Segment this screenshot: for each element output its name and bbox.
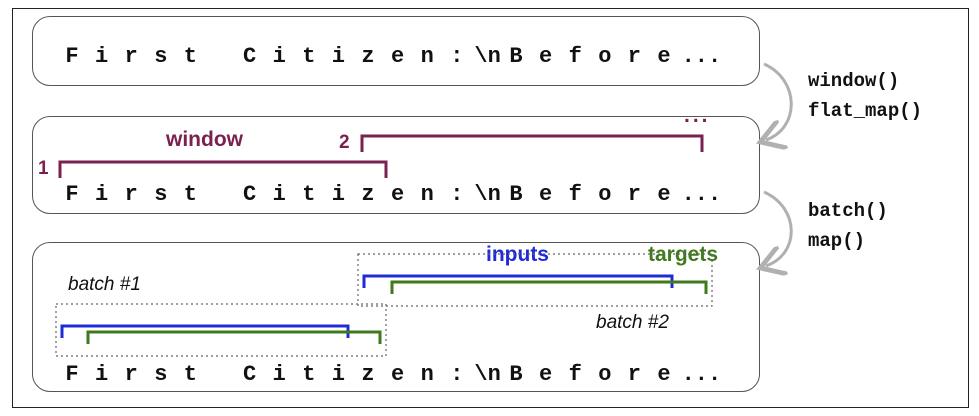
- sequence-token: t: [183, 44, 197, 69]
- sequence-token: n: [420, 44, 434, 69]
- batch-panel: [32, 242, 760, 392]
- sequence-token: e: [390, 362, 405, 387]
- sequence-token: \n: [474, 182, 501, 207]
- sequence-token: i: [331, 362, 345, 387]
- sequence-token: i: [94, 44, 109, 69]
- figure-frame: [12, 8, 969, 408]
- sequence-token: s: [154, 362, 168, 387]
- op-window: window(): [808, 70, 900, 92]
- sequence-token: i: [272, 44, 286, 69]
- sequence-token: ...: [681, 362, 722, 387]
- sequence-token: o: [598, 44, 612, 69]
- sequence-token: :: [450, 182, 464, 207]
- sequence-token: f: [568, 362, 582, 387]
- sequence-token: r: [627, 182, 641, 207]
- sequence-token: B: [509, 44, 523, 69]
- text-panel: [32, 16, 760, 86]
- sequence-token: :: [450, 44, 464, 69]
- sequence-token: z: [361, 44, 375, 69]
- batch-2-targets-bracket: [390, 280, 708, 294]
- sequence-token: i: [331, 44, 345, 69]
- sequence-token: t: [302, 182, 316, 207]
- sequence-token: C: [242, 44, 257, 69]
- op-map: map(): [808, 230, 866, 252]
- sequence-token: r: [627, 362, 641, 387]
- sequence-token: :: [450, 362, 464, 387]
- sequence-token: i: [94, 182, 109, 207]
- sequence-token: \n: [474, 44, 501, 69]
- op-batch: batch(): [808, 200, 888, 222]
- sequence-token: e: [657, 44, 671, 69]
- batch-1-box: [55, 303, 387, 357]
- sequence-token: o: [598, 182, 612, 207]
- sequence-token: C: [242, 182, 257, 207]
- sequence-token: t: [302, 362, 316, 387]
- sequence-token: t: [183, 182, 197, 207]
- sequence-token: f: [568, 182, 582, 207]
- arrow-step-1: [764, 62, 793, 140]
- sequence-token: r: [124, 182, 138, 207]
- sequence-token: F: [65, 362, 79, 387]
- sequence-token: \n: [474, 362, 501, 387]
- batch-1-label: batch #1: [68, 274, 141, 295]
- batch-2-box: [357, 253, 713, 307]
- window-ellipsis: ...: [684, 104, 711, 127]
- sequence-token: B: [509, 362, 523, 387]
- sequence-token: ...: [681, 182, 722, 207]
- sequence-token: e: [390, 182, 405, 207]
- sequence-token: r: [124, 362, 138, 387]
- sequence-token: r: [627, 44, 641, 69]
- batch-2-label: batch #2: [596, 312, 669, 333]
- sequence-token: f: [568, 44, 582, 69]
- sequence-token: e: [538, 182, 553, 207]
- sequence-token: o: [598, 362, 612, 387]
- sequence-token: n: [420, 362, 434, 387]
- sequence-token: s: [154, 44, 168, 69]
- sequence-token: n: [420, 182, 434, 207]
- sequence-token: e: [538, 362, 553, 387]
- window-index-2: 2: [339, 132, 350, 153]
- window-panel: [32, 116, 760, 214]
- sequence-token: ...: [681, 44, 722, 69]
- op-flat-map: flat_map(): [808, 100, 923, 122]
- sequence-token: z: [361, 182, 375, 207]
- sequence-token: i: [94, 362, 109, 387]
- sequence-token: i: [272, 182, 286, 207]
- batch-1-targets-bracket: [86, 330, 382, 344]
- sequence-token: i: [272, 362, 286, 387]
- sequence-token: B: [509, 182, 523, 207]
- sequence-token: e: [657, 182, 671, 207]
- inputs-label: inputs: [480, 243, 555, 267]
- sequence-token: i: [331, 182, 345, 207]
- sequence-token: t: [302, 44, 316, 69]
- sequence-token: C: [242, 362, 257, 387]
- window-1-bracket: [58, 160, 388, 178]
- window-index-1: 1: [38, 158, 49, 179]
- sequence-token: r: [124, 44, 138, 69]
- sequence-token: F: [65, 182, 79, 207]
- sequence-token: F: [65, 44, 79, 69]
- sequence-token: s: [154, 182, 168, 207]
- targets-label: targets: [644, 243, 723, 267]
- window-label: window: [166, 128, 243, 151]
- sequence-token: t: [183, 362, 197, 387]
- window-2-bracket: [360, 134, 704, 152]
- sequence-token: e: [657, 362, 671, 387]
- sequence-token: z: [361, 362, 375, 387]
- arrow-step-2: [764, 190, 793, 266]
- sequence-token: e: [538, 44, 553, 69]
- sequence-token: e: [390, 44, 405, 69]
